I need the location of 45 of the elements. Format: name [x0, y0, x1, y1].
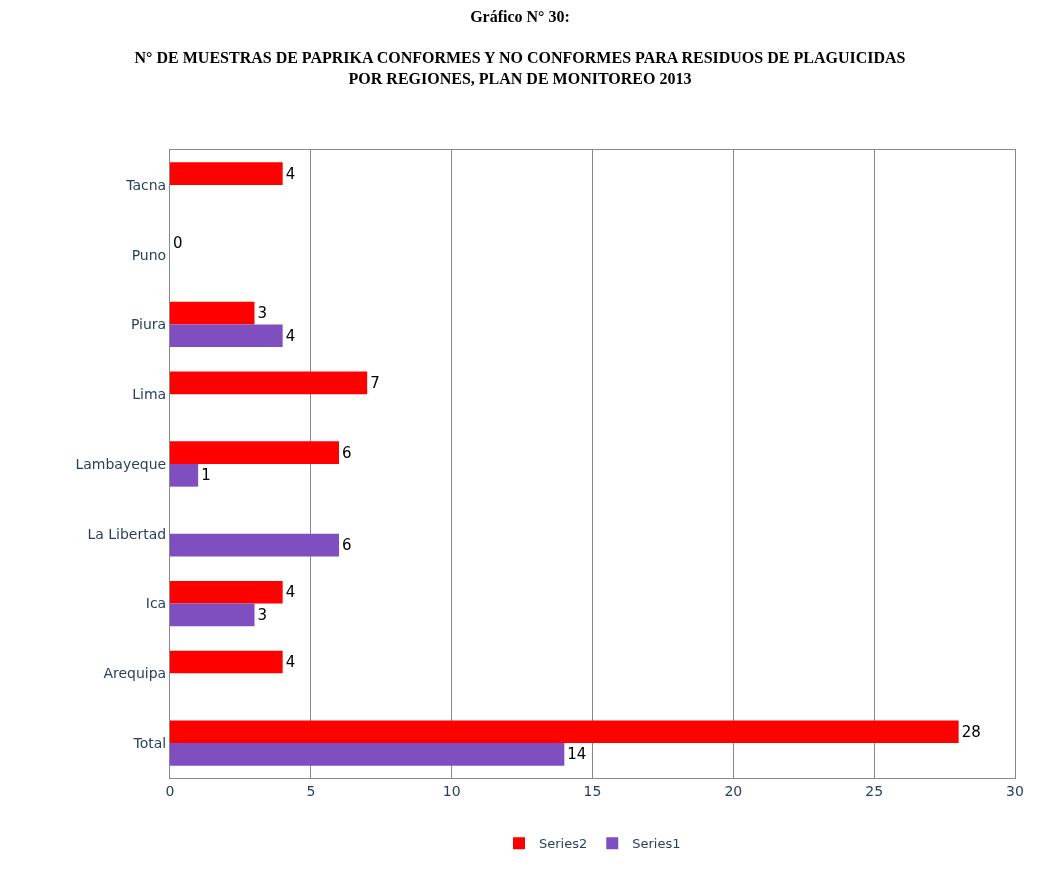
chart-title: Gráfico N° 30: — [470, 7, 570, 25]
data-label: 1 — [201, 466, 211, 485]
data-label: 4 — [285, 583, 296, 602]
bar — [170, 441, 339, 464]
data-label: 14 — [567, 745, 587, 764]
y-tick-label: Lambayeque — [75, 455, 167, 472]
x-tick-label: 5 — [306, 782, 316, 799]
data-label: 7 — [370, 373, 380, 392]
x-tick-label: 0 — [165, 782, 175, 799]
legend-label: Series1 — [632, 836, 681, 852]
y-tick-label: Total — [132, 735, 167, 752]
bar — [170, 464, 199, 487]
bar — [170, 301, 255, 325]
bar — [170, 533, 339, 557]
y-tick-label: Puno — [131, 246, 167, 263]
bar — [170, 162, 283, 185]
y-tick-label: Lima — [132, 386, 167, 403]
bar — [170, 324, 283, 348]
bar — [170, 743, 565, 766]
y-tick-label: Ica — [145, 595, 167, 612]
data-label: 4 — [285, 164, 296, 183]
data-label: 6 — [342, 443, 352, 462]
y-tick-label: Arequipa — [103, 665, 167, 682]
bar — [170, 371, 368, 395]
data-label: 4 — [285, 652, 296, 671]
data-label: 4 — [285, 326, 296, 345]
x-tick-label: 10 — [442, 782, 461, 799]
data-label: 3 — [257, 304, 268, 323]
y-tick-label: Piura — [130, 316, 167, 333]
y-tick-label: Tacna — [125, 176, 167, 193]
x-tick-label: 25 — [865, 782, 884, 799]
bar — [170, 603, 255, 627]
y-tick-label: La Libertad — [87, 525, 167, 542]
bar — [170, 720, 959, 744]
data-label: 0 — [173, 234, 183, 253]
x-tick-label: 20 — [724, 782, 743, 799]
chart-subtitle: N° DE MUESTRAS DE PAPRIKA CONFORMES Y NO CONFORMES PARA RESIDUOS DE PLAGUICIDAS POR REGIONES, PLAN DE MONITOREO 2013 — [134, 49, 906, 88]
bar — [170, 650, 283, 674]
x-tick-label: 15 — [583, 782, 602, 799]
x-tick-label: 30 — [1006, 782, 1024, 799]
data-label: 28 — [961, 722, 981, 741]
legend-label: Series2 — [539, 836, 588, 852]
data-label: 3 — [257, 605, 268, 624]
data-label: 6 — [342, 536, 352, 555]
bar — [170, 580, 283, 604]
